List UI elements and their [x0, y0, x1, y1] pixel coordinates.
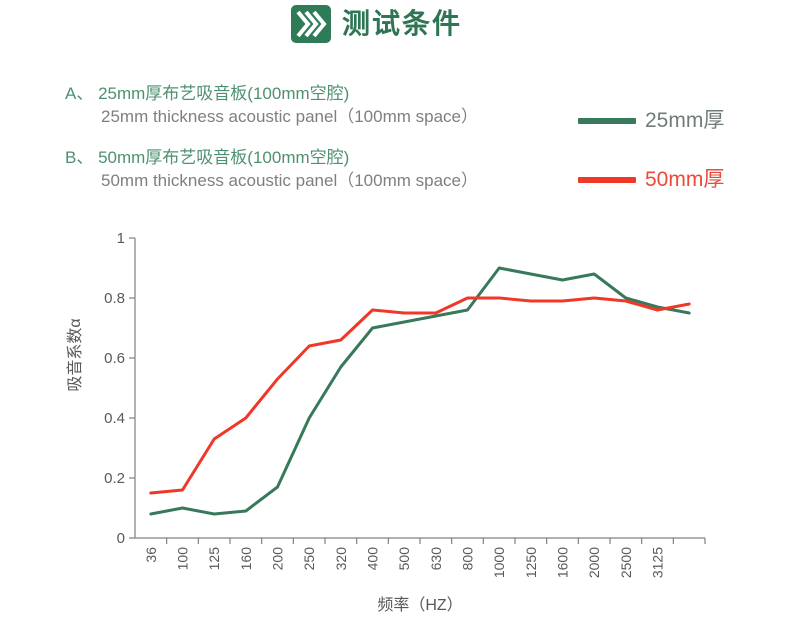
- page-title: 测试条件: [342, 8, 463, 39]
- legend-item-25mm: 25mm厚: [578, 105, 724, 137]
- svg-text:160: 160: [238, 547, 254, 571]
- condition-b-en: 50mm thickness acoustic panel（100mm spac…: [101, 171, 478, 190]
- svg-text:400: 400: [365, 547, 381, 571]
- condition-a-cn: A、 25mm厚布艺吸音板(100mm空腔): [65, 79, 349, 104]
- legend-label-25mm: 25mm厚: [645, 109, 725, 132]
- svg-text:2000: 2000: [586, 547, 602, 578]
- svg-text:1000: 1000: [491, 547, 507, 578]
- svg-text:500: 500: [396, 547, 412, 571]
- triple-chevron-right-icon: [291, 5, 331, 43]
- x-axis-title: 频率（HZ）: [377, 596, 462, 614]
- svg-text:0.8: 0.8: [104, 290, 125, 307]
- svg-text:320: 320: [333, 547, 349, 571]
- condition-a-prefix: A、: [65, 84, 94, 103]
- svg-text:125: 125: [206, 547, 222, 571]
- legend-swatch-50mm: [578, 177, 636, 183]
- legend-item-50mm: 50mm厚: [578, 164, 724, 196]
- svg-text:250: 250: [301, 547, 317, 571]
- svg-text:3125: 3125: [650, 547, 666, 578]
- condition-a-cn-text: 25mm厚布艺吸音板(100mm空腔): [98, 84, 350, 103]
- svg-text:1: 1: [117, 230, 125, 247]
- svg-text:0.2: 0.2: [104, 470, 125, 487]
- series-line-25mm厚: [149, 266, 691, 516]
- svg-text:200: 200: [270, 547, 286, 571]
- svg-text:36: 36: [143, 547, 159, 563]
- legend-swatch-25mm: [578, 118, 636, 124]
- svg-text:2500: 2500: [618, 547, 634, 578]
- svg-text:0.6: 0.6: [104, 350, 125, 367]
- svg-text:1250: 1250: [523, 547, 539, 578]
- y-axis-title: 吸音系数α: [66, 318, 84, 391]
- svg-text:1600: 1600: [555, 547, 571, 578]
- legend-label-50mm: 50mm厚: [645, 168, 725, 191]
- series-line-50mm厚: [149, 296, 691, 495]
- page-header: 测试条件: [291, 5, 462, 43]
- condition-a-en: 25mm thickness acoustic panel（100mm spac…: [101, 107, 478, 126]
- condition-b-prefix: B、: [65, 148, 94, 167]
- svg-text:100: 100: [175, 547, 191, 571]
- condition-b-cn-text: 50mm厚布艺吸音板(100mm空腔): [98, 148, 350, 167]
- svg-text:800: 800: [460, 547, 476, 571]
- svg-text:0.4: 0.4: [104, 410, 125, 427]
- svg-text:0: 0: [117, 530, 125, 547]
- condition-b-cn: B、 50mm厚布艺吸音板(100mm空腔): [65, 143, 349, 168]
- svg-text:630: 630: [428, 547, 444, 571]
